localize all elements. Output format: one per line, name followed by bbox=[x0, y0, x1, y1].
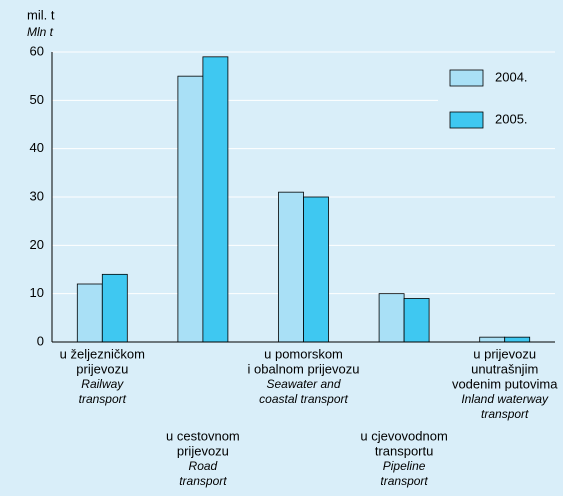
bar bbox=[303, 196, 329, 343]
x-tick-label-en: transport bbox=[79, 392, 127, 406]
y-tick-label: 50 bbox=[30, 92, 44, 107]
y-tick-label: 20 bbox=[30, 237, 44, 252]
x-tick-label-en: coastal transport bbox=[259, 392, 348, 406]
x-tick-label-en: Railway bbox=[81, 377, 124, 391]
y-tick-label: 60 bbox=[30, 43, 44, 58]
x-tick-label: prijevozu bbox=[76, 361, 128, 376]
x-tick-label: u željezničkom bbox=[60, 346, 145, 361]
x-tick-label: u cjevovodnom bbox=[360, 428, 447, 443]
legend-swatch bbox=[449, 111, 484, 129]
x-tick-label-en: Pipeline bbox=[383, 459, 426, 473]
bar bbox=[403, 298, 430, 343]
x-tick-label-en: transport bbox=[179, 474, 227, 488]
y-tick-label: 10 bbox=[30, 285, 44, 300]
x-tick-label-en: Inland waterway bbox=[461, 392, 549, 406]
bar bbox=[278, 191, 304, 343]
y-tick-label: 30 bbox=[30, 188, 44, 203]
x-tick-label: prijevozu bbox=[177, 443, 229, 458]
x-tick-label-en: transport bbox=[481, 407, 529, 421]
y-tick-label: 40 bbox=[30, 140, 44, 155]
y-axis-label-en: Mln t bbox=[27, 25, 54, 39]
x-tick-label-en: Road bbox=[189, 459, 218, 473]
x-tick-label: u pomorskom bbox=[264, 346, 343, 361]
bar bbox=[479, 336, 506, 343]
legend-label: 2004. bbox=[495, 69, 528, 84]
x-tick-label: i obalnom prijevozu bbox=[247, 361, 359, 376]
y-tick-label: 0 bbox=[37, 333, 44, 348]
legend-label: 2005. bbox=[495, 111, 528, 126]
bar bbox=[177, 75, 204, 343]
bar bbox=[378, 293, 405, 343]
legend-swatch bbox=[449, 69, 484, 87]
x-tick-label: transportu bbox=[375, 443, 434, 458]
x-tick-label: unutrašnjim bbox=[471, 361, 538, 376]
x-tick-label: vodenim putovima bbox=[452, 376, 558, 391]
bar bbox=[76, 283, 103, 343]
bar bbox=[504, 336, 531, 343]
bar bbox=[101, 273, 128, 343]
x-tick-label-en: transport bbox=[380, 474, 428, 488]
x-tick-label: u prijevozu bbox=[473, 346, 536, 361]
y-axis-label: mil. t bbox=[27, 7, 55, 22]
x-tick-label: u cestovnom bbox=[166, 428, 240, 443]
x-tick-label-en: Seawater and bbox=[266, 377, 340, 391]
bar bbox=[202, 56, 229, 343]
